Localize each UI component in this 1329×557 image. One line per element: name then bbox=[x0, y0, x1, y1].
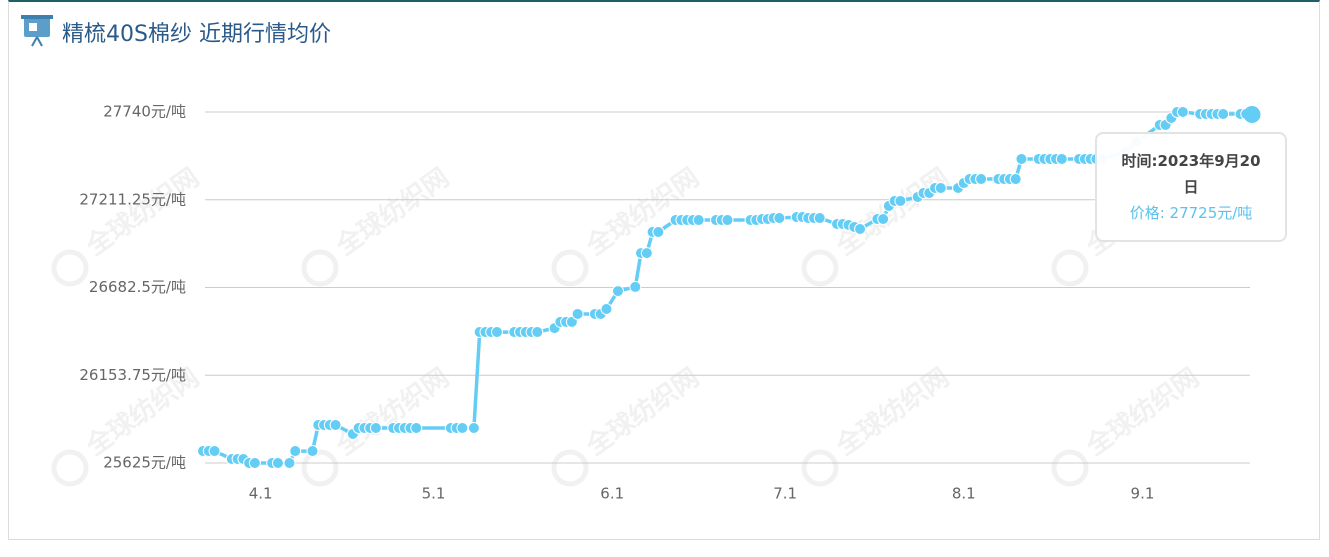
card bbox=[8, 0, 1320, 540]
tooltip-price: 价格: 27725元/吨 bbox=[1129, 204, 1253, 222]
tooltip: 时间:2023年9月20日 价格: 27725元/吨 bbox=[1095, 132, 1287, 242]
chart-title: 精梳40S棉纱 近期行情均价 bbox=[62, 22, 331, 47]
title-icon bbox=[21, 15, 53, 47]
tooltip-time: 时间:2023年9月20日 bbox=[1121, 152, 1261, 196]
